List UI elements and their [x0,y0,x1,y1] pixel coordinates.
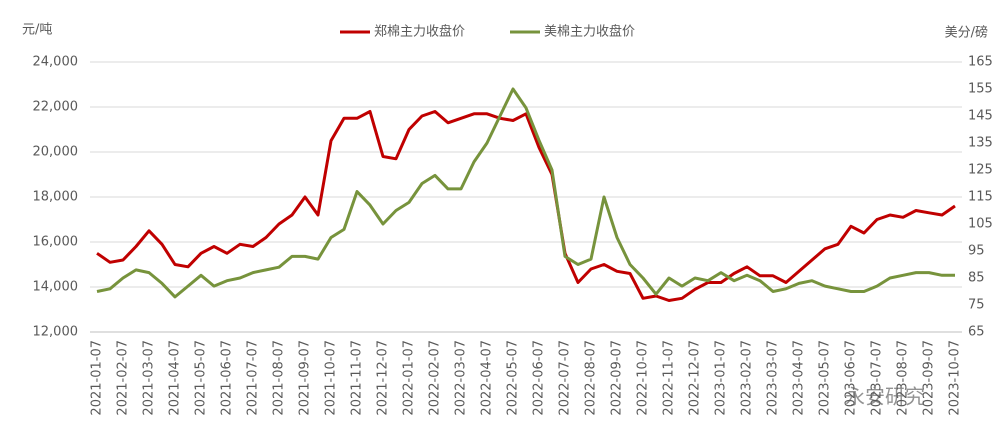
y-tick-label: 22,000 [33,100,79,115]
x-tick-label: 2023-10-07 [948,340,963,416]
x-tick-label: 2021-11-07 [350,340,365,416]
y2-tick-label: 95 [968,244,985,259]
x-tick-label: 2023-01-07 [714,340,729,416]
x-tick-label: 2021-03-07 [142,340,157,416]
x-tick-label: 2022-09-07 [610,340,625,416]
y-tick-label: 16,000 [33,235,79,250]
y2-tick-label: 85 [968,271,985,286]
series-line [96,110,956,302]
y2-tick-label: 75 [968,298,985,313]
legend-label: 郑棉主力收盘价 [374,24,465,40]
y2-tick-label: 105 [968,217,993,232]
x-tick-label: 2022-11-07 [662,340,677,416]
x-tick-label: 2023-08-07 [896,340,911,416]
x-tick-label: 2021-09-07 [298,340,313,416]
x-tick-label: 2023-02-07 [740,340,755,416]
y-tick-label: 12,000 [33,325,79,340]
y-tick-label: 18,000 [33,190,79,205]
x-tick-label: 2023-05-07 [818,340,833,416]
y-tick-label: 20,000 [33,145,79,160]
y2-tick-label: 135 [968,136,993,151]
x-tick-label: 2022-05-07 [506,340,521,416]
y2-tick-label: 145 [968,109,993,124]
x-tick-label: 2023-06-07 [844,340,859,416]
y2-tick-label: 65 [968,325,985,340]
x-tick-label: 2021-02-07 [116,340,131,416]
y-tick-label: 24,000 [33,55,79,70]
x-tick-label: 2021-06-07 [220,340,235,416]
watermark: 永安研究 [845,385,925,409]
x-tick-label: 2021-07-07 [246,340,261,416]
legend-label: 美棉主力收盘价 [544,24,635,40]
x-tick-label: 2022-07-07 [558,340,573,416]
x-tick-label: 2022-12-07 [688,340,703,416]
x-tick-label: 2022-08-07 [584,340,599,416]
x-tick-label: 2021-05-07 [194,340,209,416]
x-tick-label: 2021-10-07 [324,340,339,416]
y2-tick-label: 125 [968,163,993,178]
x-tick-label: 2021-12-07 [376,340,391,416]
x-tick-label: 2023-09-07 [922,340,937,416]
series-line [96,87,955,299]
x-tick-label: 2022-03-07 [454,340,469,416]
x-tick-label: 2022-06-07 [532,340,547,416]
x-tick-label: 2023-03-07 [766,340,781,416]
x-tick-label: 2023-04-07 [792,340,807,416]
y-axis-title: 元/吨 [22,23,52,38]
x-tick-label: 2021-04-07 [168,340,183,416]
x-tick-label: 2022-01-07 [402,340,417,416]
x-tick-label: 2021-08-07 [272,340,287,416]
y-tick-label: 14,000 [33,280,79,295]
x-tick-label: 2022-04-07 [480,340,495,416]
x-tick-label: 2022-02-07 [428,340,443,416]
x-tick-label: 2021-01-07 [90,340,105,416]
y2-tick-label: 115 [968,190,993,205]
y2-tick-label: 165 [968,55,993,70]
x-tick-label: 2022-10-07 [636,340,651,416]
y2-tick-label: 155 [968,82,993,97]
y2-axis-title: 美分/磅 [945,25,988,41]
x-tick-label: 2023-07-07 [870,340,885,416]
